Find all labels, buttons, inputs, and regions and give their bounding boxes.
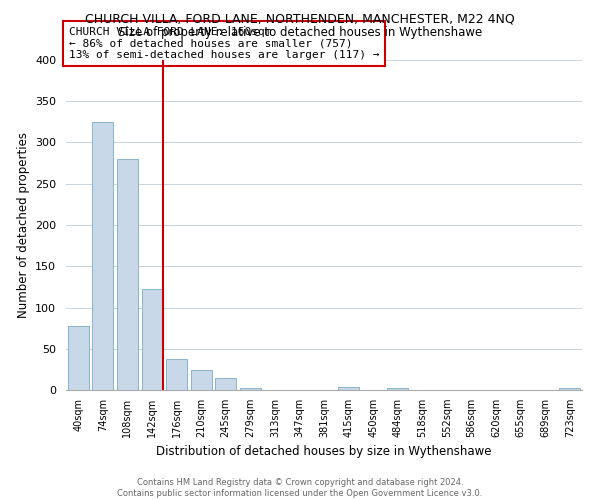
Y-axis label: Number of detached properties: Number of detached properties	[17, 132, 29, 318]
Text: CHURCH VILLA FORD LANE: 160sqm
← 86% of detached houses are smaller (757)
13% of: CHURCH VILLA FORD LANE: 160sqm ← 86% of …	[68, 27, 379, 60]
Bar	[387, 388, 408, 390]
Text: CHURCH VILLA, FORD LANE, NORTHENDEN, MANCHESTER, M22 4NQ: CHURCH VILLA, FORD LANE, NORTHENDEN, MAN…	[85, 12, 515, 26]
Bar	[117, 159, 138, 390]
Bar	[338, 386, 359, 390]
Bar	[142, 288, 163, 390]
Bar	[166, 360, 187, 390]
Text: Size of property relative to detached houses in Wythenshawe: Size of property relative to detached ho…	[118, 26, 482, 39]
Bar	[215, 378, 236, 390]
X-axis label: Distribution of detached houses by size in Wythenshawe: Distribution of detached houses by size …	[156, 446, 492, 458]
Text: Contains HM Land Registry data © Crown copyright and database right 2024.
Contai: Contains HM Land Registry data © Crown c…	[118, 478, 482, 498]
Bar	[240, 388, 261, 390]
Bar	[92, 122, 113, 390]
Bar	[68, 326, 89, 390]
Bar	[191, 370, 212, 390]
Bar	[559, 388, 580, 390]
